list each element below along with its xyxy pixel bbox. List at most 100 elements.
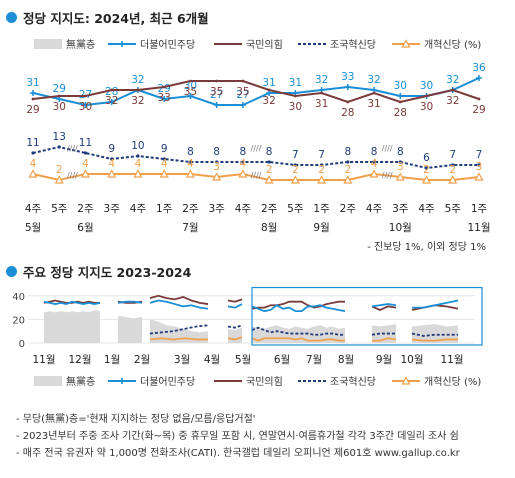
- data-label-reform: 4: [240, 158, 247, 170]
- data-point-ppp: [57, 94, 61, 98]
- area-none: [118, 315, 142, 343]
- data-label-reform: 3: [213, 161, 220, 173]
- x-week-label: 4주: [130, 203, 147, 215]
- data-point-rebuild: [451, 163, 455, 167]
- data-label-reform: 3: [397, 161, 404, 173]
- data-point-ppp: [477, 97, 481, 101]
- x-week-label: 1주: [313, 203, 330, 215]
- data-label-ppp: 31: [315, 98, 328, 110]
- trend-line-reform: [411, 338, 458, 342]
- data-point-reform: [80, 169, 90, 178]
- trend-line-minjoo: [251, 304, 346, 313]
- area-none: [150, 319, 208, 343]
- section1-header: 정당 지지도: 2024년, 최근 6개월: [6, 8, 209, 27]
- x-month-label: 11월: [32, 354, 55, 366]
- data-label-rebuild: 8: [213, 146, 220, 158]
- data-point-rebuild: [398, 160, 402, 164]
- data-point-minjoo: [344, 84, 351, 90]
- x-week-label: 3주: [392, 203, 409, 215]
- data-label-rebuild: 8: [187, 146, 194, 158]
- data-point-minjoo: [397, 93, 404, 99]
- data-point-ppp: [136, 88, 140, 92]
- data-point-minjoo: [161, 96, 168, 102]
- data-point-rebuild: [346, 160, 350, 164]
- data-label-rebuild: 8: [371, 146, 378, 158]
- x-week-label: 5주: [445, 203, 462, 215]
- data-point-ppp: [451, 88, 455, 92]
- data-label-minjoo: 31: [289, 77, 302, 89]
- x-week-label: 1주: [156, 203, 173, 215]
- x-week-label: 4주: [418, 203, 435, 215]
- gap-marker: ////: [251, 171, 262, 180]
- data-point-reform: [54, 175, 64, 184]
- data-point-reform: [28, 169, 38, 178]
- x-week-label: 4주: [235, 203, 252, 215]
- data-label-minjoo: 31: [262, 77, 275, 89]
- data-point-rebuild: [110, 157, 114, 161]
- data-point-reform: [290, 175, 300, 184]
- data-point-ppp: [31, 97, 35, 101]
- data-label-reform: 2: [423, 164, 430, 176]
- data-point-ppp: [372, 91, 376, 95]
- data-point-ppp: [110, 88, 114, 92]
- data-label-reform: 4: [161, 158, 168, 170]
- legend-label: 더불어민주당: [140, 376, 195, 388]
- x-week-label: 5주: [51, 203, 68, 215]
- data-point-reform: [395, 172, 405, 181]
- area-none: [228, 327, 242, 343]
- trend-line-rebuild: [227, 324, 243, 329]
- data-label-rebuild: 6: [423, 152, 430, 164]
- trend-line-ppp: [43, 299, 100, 304]
- data-label-ppp: 29: [472, 104, 485, 116]
- data-point-rebuild: [372, 160, 376, 164]
- legend-reform-marker: [401, 376, 411, 385]
- data-point-reform: [448, 175, 458, 184]
- series-line-minjoo: [32, 77, 480, 107]
- data-label-minjoo: 29: [53, 83, 66, 95]
- data-label-rebuild: 7: [449, 149, 456, 161]
- data-label-reform: 4: [135, 158, 142, 170]
- series-line-rebuild: [32, 145, 479, 170]
- highlight-box: [251, 286, 483, 346]
- data-point-reform: [422, 175, 432, 184]
- data-label-ppp: 35: [236, 86, 249, 98]
- legend-label: 개혁신당 (%): [424, 376, 481, 388]
- x-month-label: 1월: [104, 354, 120, 366]
- section2-header: 주요 정당 지지도 2023-2024: [6, 262, 191, 281]
- data-label-rebuild: 7: [318, 149, 325, 161]
- data-label-minjoo: 30: [394, 80, 407, 92]
- data-point-reform: [212, 172, 222, 181]
- x-week-label: 4주: [25, 203, 42, 215]
- y-tick-label: 20: [12, 315, 25, 326]
- x-month-label: 12월: [68, 354, 91, 366]
- data-point-reform: [185, 169, 195, 178]
- data-label-minjoo: 32: [446, 74, 459, 86]
- data-label-reform: 4: [30, 158, 37, 170]
- data-label-ppp: 35: [210, 86, 223, 98]
- section2-title: 주요 정당 지지도 2023-2024: [23, 265, 192, 280]
- data-point-rebuild: [241, 160, 245, 164]
- x-month-label: 11월: [440, 354, 463, 366]
- trend-line-ppp: [227, 298, 243, 303]
- footnote-line: - 무당(無黨)층='현재 지지하는 정당 없음/모름/응답거절': [16, 414, 256, 425]
- legend-minjoo-marker: [119, 41, 125, 47]
- trend-line-ppp: [251, 300, 345, 310]
- trend-line-reform: [149, 337, 208, 341]
- data-label-rebuild: 8: [266, 146, 273, 158]
- data-label-ppp: 29: [26, 104, 39, 116]
- data-point-ppp: [425, 94, 428, 98]
- data-label-reform: 2: [56, 164, 63, 176]
- legend-label: 국민의힘: [246, 376, 283, 388]
- data-point-ppp: [189, 79, 192, 83]
- x-month-label: 2월: [134, 354, 150, 366]
- x-month-label: 5월: [25, 222, 41, 234]
- data-label-rebuild: 9: [108, 143, 115, 155]
- data-label-rebuild: 8: [397, 146, 404, 158]
- data-label-ppp: 32: [131, 95, 144, 107]
- data-point-minjoo: [108, 99, 115, 105]
- gap-marker: ////: [382, 144, 393, 153]
- trend-line-minjoo: [149, 299, 209, 310]
- trend-line-ppp: [149, 294, 209, 305]
- data-point-reform: [133, 169, 143, 178]
- data-point-rebuild: [162, 157, 166, 161]
